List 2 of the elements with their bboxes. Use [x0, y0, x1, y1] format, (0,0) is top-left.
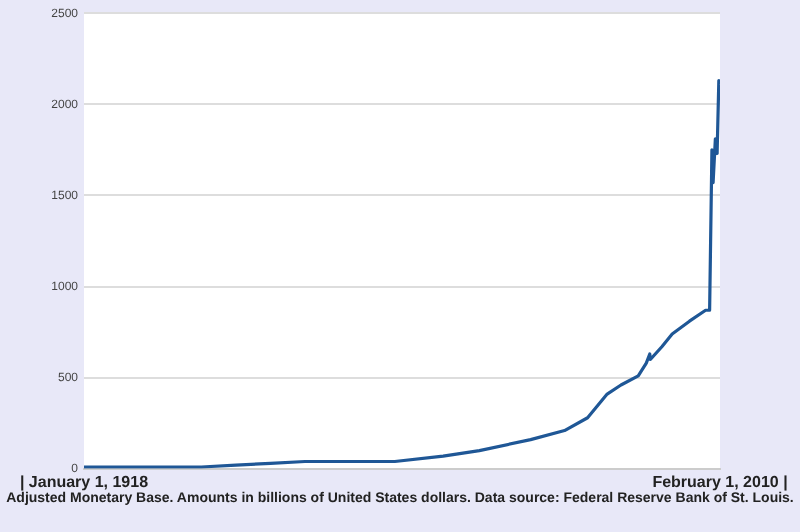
x-tick-label: February 1, 2010 | [652, 472, 788, 491]
x-tick-label: | January 1, 1918 [19, 472, 150, 491]
